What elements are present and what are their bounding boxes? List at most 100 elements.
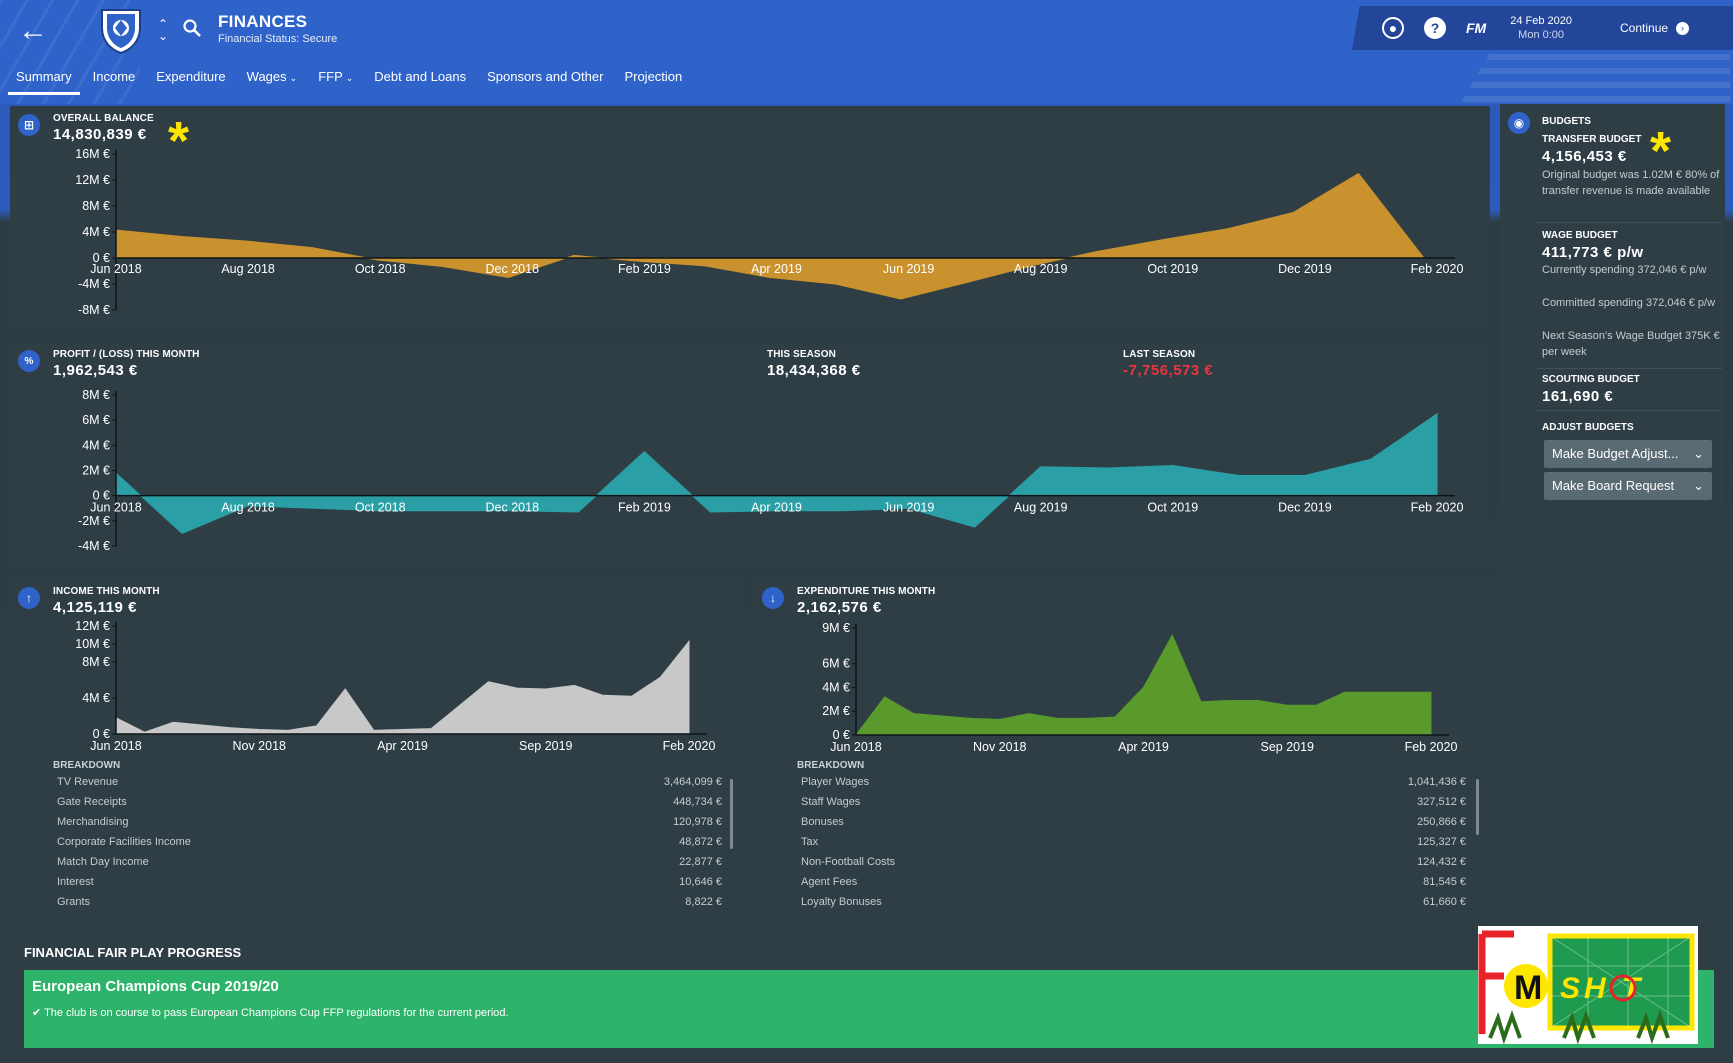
expenditure-breakdown-row-value: 81,545 € <box>1423 876 1466 888</box>
tab-ffp[interactable]: FFP ⌄ <box>318 69 354 84</box>
tab-summary[interactable]: Summary <box>8 66 80 95</box>
y-tick-label: 4M € <box>822 680 850 694</box>
income-breakdown-row[interactable]: Match Day Income 22,877 € <box>57 856 722 868</box>
transfer-budget-value: 4,156,453 € <box>1542 148 1627 165</box>
expenditure-breakdown-row-name: Staff Wages <box>801 796 861 808</box>
divider <box>1536 368 1722 369</box>
x-tick-label: Aug 2019 <box>1014 262 1068 276</box>
overall-balance-chart: 16M € 12M € 8M € 4M € 0 € -4M € -8M € Jun 2018 A… <box>75 147 1464 317</box>
expenditure-breakdown-row[interactable]: Player Wages 1,041,436 € <box>801 776 1466 788</box>
tab-sponsors-and-other[interactable]: Sponsors and Other <box>487 69 604 84</box>
ffp-status-box: European Champions Cup 2019/20 ✔ The clu… <box>24 970 1714 1048</box>
fm-button[interactable]: FM <box>1466 20 1487 36</box>
y-tick-label: 8M € <box>82 655 110 669</box>
income-breakdown-row-value: 8,822 € <box>685 896 722 908</box>
ffp-panel: FINANCIAL FAIR PLAY PROGRESS European Ch… <box>10 935 1723 1055</box>
income-breakdown-row[interactable]: Gate Receipts 448,734 € <box>57 796 722 808</box>
chevron-down-icon: ⌄ <box>1693 446 1704 461</box>
expenditure-chart: 9M € 6M € 4M € 2M € 0 €Jun 2018 Nov 2018 Apr 2… <box>822 621 1457 754</box>
up-down-icon[interactable]: ⌃ ⌄ <box>158 17 169 43</box>
piggy-bank-icon: ◉ <box>1508 112 1530 134</box>
logo-left-text: M <box>1514 969 1542 1007</box>
transfer-budget-note: Original budget was 1.02M € 80% of trans… <box>1542 169 1720 197</box>
x-tick-label: Oct 2018 <box>355 501 406 515</box>
game-date: 24 Feb 2020 Mon 0:00 <box>1510 14 1572 42</box>
income-panel: ↑ INCOME THIS MONTH 4,125,119 € 12M € 10M… <box>10 579 744 922</box>
overall-balance-value: 14,830,839 € <box>53 126 147 143</box>
income-breakdown-row[interactable]: Interest 10,646 € <box>57 876 722 888</box>
income-breakdown-row-value: 22,877 € <box>679 856 722 868</box>
expenditure-breakdown-row-name: Tax <box>801 836 819 848</box>
y-tick-label: 6M € <box>822 657 850 671</box>
wage-next-season-note: Next Season's Wage Budget 375K € per wee… <box>1542 330 1720 358</box>
y-tick-label: 12M € <box>75 173 110 187</box>
adjust-budgets-label: ADJUST BUDGETS <box>1542 422 1634 433</box>
expenditure-breakdown-row-value: 327,512 € <box>1417 796 1466 808</box>
tab-bar: Summary Income Expenditure Wages ⌄ FFP ⌄ D… <box>8 66 695 95</box>
x-tick-label: Feb 2020 <box>1411 262 1464 276</box>
x-tick-label: Apr 2019 <box>377 739 428 753</box>
page-title: FINANCES <box>218 12 308 31</box>
y-tick-label: -4M € <box>78 277 110 291</box>
income-value: 4,125,119 € <box>53 599 137 616</box>
income-breakdown-row[interactable]: Grants 8,822 € <box>57 896 722 908</box>
tab-income[interactable]: Income <box>92 69 136 84</box>
y-tick-label: -8M € <box>78 303 110 317</box>
tab-debt-and-loans[interactable]: Debt and Loans <box>374 69 467 84</box>
expenditure-breakdown-row[interactable]: Agent Fees 81,545 € <box>801 876 1466 888</box>
x-tick-label: Feb 2019 <box>618 501 671 515</box>
x-tick-label: Feb 2019 <box>618 262 671 276</box>
income-chart: 12M € 10M € 8M € 4M € 0 €Jun 2018 Nov 2018 Apr… <box>75 619 715 753</box>
this-season-value: 18,434,368 € <box>767 362 861 379</box>
make-board-request-button[interactable]: Make Board Request ⌄ <box>1544 472 1712 500</box>
overall-balance-label: OVERALL BALANCE <box>53 113 154 124</box>
profit-panel: % PROFIT / (LOSS) THIS MONTH 1,962,543 €… <box>10 342 1490 567</box>
make-budget-adjustment-button[interactable]: Make Budget Adjust... ⌄ <box>1544 440 1712 468</box>
y-tick-label: 9M € <box>822 621 850 635</box>
y-tick-label: 16M € <box>75 147 110 161</box>
expenditure-breakdown-row-name: Loyalty Bonuses <box>801 896 882 908</box>
y-tick-label: 0 € <box>93 489 110 503</box>
tab-wages[interactable]: Wages ⌄ <box>246 69 298 84</box>
tab-expenditure[interactable]: Expenditure <box>156 69 226 84</box>
expenditure-breakdown-row[interactable]: Non-Football Costs 124,432 € <box>801 856 1466 868</box>
divider <box>1536 222 1722 223</box>
x-tick-label: Jun 2018 <box>90 262 141 276</box>
search-icon[interactable] <box>182 18 202 38</box>
y-tick-label: -2M € <box>78 514 110 528</box>
x-tick-label: Aug 2018 <box>221 262 275 276</box>
divider <box>1536 410 1722 411</box>
x-tick-label: Jun 2019 <box>883 262 934 276</box>
expenditure-breakdown-row-name: Agent Fees <box>801 876 858 888</box>
expenditure-breakdown-row[interactable]: Staff Wages 327,512 € <box>801 796 1466 808</box>
expenditure-breakdown-label: BREAKDOWN <box>797 760 865 771</box>
x-tick-label: Sep 2019 <box>1260 740 1314 754</box>
continue-arrow-icon: › <box>1676 21 1690 35</box>
continue-button[interactable]: Continue › <box>1620 21 1690 35</box>
income-breakdown-row-value: 120,978 € <box>673 816 722 828</box>
globe-icon[interactable]: ● <box>1382 17 1404 39</box>
continue-label: Continue <box>1620 21 1669 35</box>
expenditure-breakdown-row[interactable]: Loyalty Bonuses 61,660 € <box>801 896 1466 908</box>
back-arrow-icon[interactable]: ← <box>18 14 48 47</box>
income-scrollbar[interactable] <box>730 779 733 849</box>
help-icon[interactable]: ? <box>1424 17 1446 39</box>
profit-chart: 8M € 6M € 4M € 2M € 0 € -2M € -4M € Jun 2018 Aug… <box>78 388 1463 553</box>
expenditure-panel: ↓ EXPENDITURE THIS MONTH 2,162,576 € 9M … <box>754 579 1490 922</box>
expenditure-breakdown-row[interactable]: Tax 125,327 € <box>801 836 1466 848</box>
y-tick-label: 10M € <box>75 637 110 651</box>
expenditure-scrollbar[interactable] <box>1476 779 1479 835</box>
income-this-month-area <box>115 639 690 735</box>
y-tick-label: 4M € <box>82 225 110 239</box>
income-breakdown-row[interactable]: Merchandising 120,978 € <box>57 816 722 828</box>
income-breakdown-row[interactable]: TV Revenue 3,464,099 € <box>57 776 722 788</box>
tab-projection[interactable]: Projection <box>624 69 683 84</box>
expenditure-breakdown-row[interactable]: Bonuses 250,866 € <box>801 816 1466 828</box>
transfer-budget-label: TRANSFER BUDGET <box>1542 134 1642 145</box>
income-breakdown-row-name: Merchandising <box>57 816 129 828</box>
header-stripes <box>1460 40 1730 104</box>
income-breakdown-label: BREAKDOWN <box>53 760 121 771</box>
income-breakdown-row[interactable]: Corporate Facilities Income 48,872 € <box>57 836 722 848</box>
y-tick-label: 8M € <box>82 388 110 402</box>
budgets-label: BUDGETS <box>1542 116 1591 127</box>
